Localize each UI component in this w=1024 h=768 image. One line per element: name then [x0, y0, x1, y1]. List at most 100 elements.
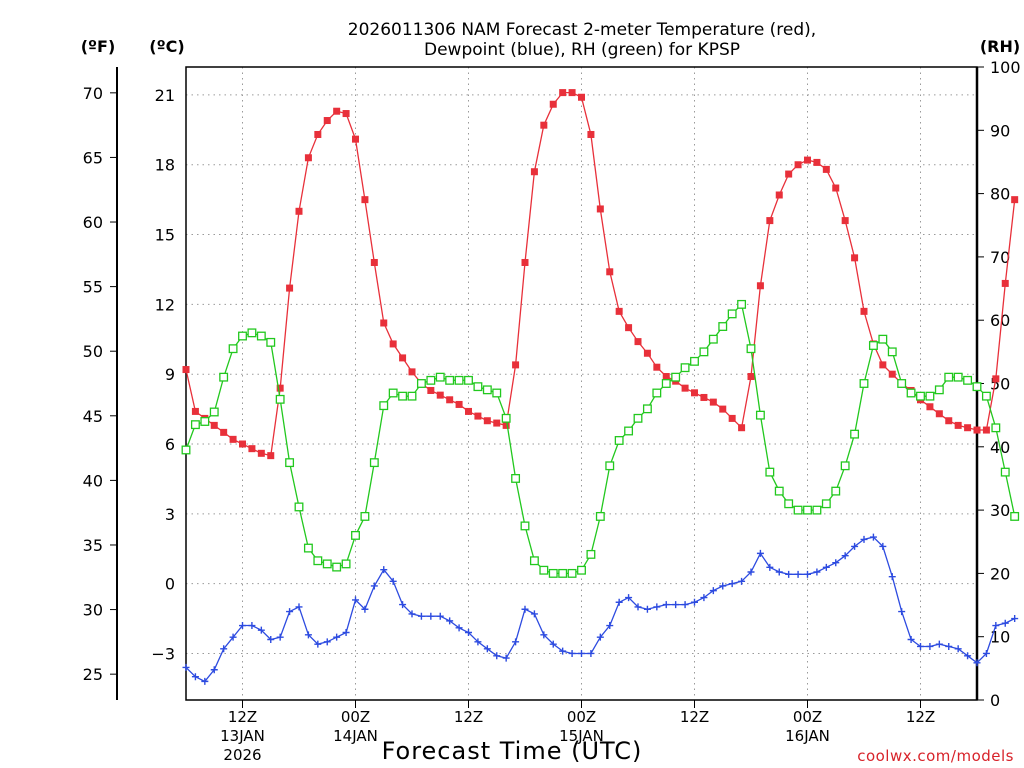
dewpoint-point: [832, 559, 840, 567]
temperature-point: [822, 165, 830, 173]
temperature-point: [549, 100, 557, 108]
dewpoint-point: [286, 608, 294, 616]
dewpoint-point: [191, 673, 199, 681]
rh-point: [605, 461, 615, 471]
dewpoint-point: [323, 638, 331, 646]
chart-title-line1: 2026011306 NAM Forecast 2-meter Temperat…: [348, 20, 816, 40]
temperature-point: [643, 349, 651, 357]
rh-point: [793, 505, 803, 515]
rh-point: [755, 410, 765, 420]
rh-point: [426, 375, 436, 385]
rh-point: [247, 328, 257, 338]
x-tick-label: 00Z: [341, 708, 370, 726]
dewpoint-point: [625, 594, 633, 602]
rh-point: [511, 473, 521, 483]
fahrenheit-tick-label: 60: [83, 213, 103, 232]
rh-point: [285, 458, 295, 468]
fahrenheit-tick-label: 30: [83, 601, 103, 620]
temperature-point: [1001, 279, 1009, 287]
rh-point: [916, 391, 925, 401]
temperature-point: [323, 117, 331, 125]
rh-tick-label: 70: [990, 248, 1010, 267]
rh-point: [294, 502, 304, 512]
x-tick-date: 13JAN: [220, 727, 265, 745]
temperature-point: [352, 135, 359, 143]
temperature-point: [182, 366, 190, 374]
fahrenheit-tick-label: 50: [83, 342, 103, 361]
dewpoint-point: [380, 566, 388, 574]
rh-point: [341, 559, 351, 569]
dewpoint-point: [559, 647, 567, 655]
rh-point: [200, 417, 210, 426]
rh-point: [501, 413, 511, 423]
fahrenheit-tick-label: 45: [83, 407, 103, 426]
rh-point: [737, 299, 747, 309]
rh-point: [671, 372, 681, 382]
rh-point: [360, 511, 370, 521]
temperature-point: [483, 417, 491, 425]
temperature-point: [606, 268, 614, 276]
temperature-point: [465, 407, 472, 415]
rh-point: [812, 505, 822, 515]
rh-point: [379, 401, 389, 411]
rh-point: [944, 372, 954, 382]
dewpoint-point: [568, 649, 576, 657]
temperature-point: [596, 205, 604, 213]
dewpoint-point: [201, 677, 209, 685]
dewpoint-point: [578, 649, 585, 657]
temperature-point: [455, 400, 463, 408]
temperature-point: [756, 282, 764, 290]
series-2-meter-temperature: [182, 89, 1019, 460]
x-tick-date: 16JAN: [785, 727, 830, 745]
rh-point: [577, 565, 586, 575]
rh-point: [859, 379, 869, 388]
temperature-point: [992, 375, 1000, 383]
dewpoint-point: [813, 568, 821, 576]
x-tick-label: 12Z: [680, 708, 709, 726]
rh-point: [906, 388, 916, 398]
temperature-point: [926, 403, 934, 411]
dewpoint-point: [465, 629, 472, 637]
rh-tick-label: 10: [990, 628, 1010, 647]
fahrenheit-axis-unit: (ºF): [81, 37, 116, 56]
dewpoint-point: [653, 603, 661, 611]
x-tick-label: 00Z: [793, 708, 822, 726]
dewpoint-point: [352, 596, 359, 604]
temperature-point: [775, 191, 783, 199]
temperature-point: [502, 421, 510, 429]
dewpoint-point: [295, 603, 303, 611]
temperature-point: [1011, 196, 1019, 204]
rh-point: [181, 445, 191, 455]
temperature-point: [210, 421, 218, 429]
dewpoint-point: [493, 652, 501, 660]
temperature-point: [333, 107, 341, 115]
rh-tick-label: 20: [990, 564, 1010, 583]
temperature-point: [681, 384, 689, 392]
dewpoint-point: [342, 629, 350, 637]
series-rh: [181, 299, 1020, 578]
temperature-point: [587, 130, 595, 138]
dewpoint-point: [634, 603, 642, 611]
series-dewpoint: [182, 533, 1019, 685]
dewpoint-point: [615, 598, 623, 606]
temperature-point: [662, 373, 670, 381]
temperature-point: [568, 89, 576, 97]
dewpoint-point: [446, 617, 454, 625]
temperature-point: [973, 426, 981, 434]
rh-point: [642, 404, 652, 414]
temperature-point: [832, 184, 840, 192]
temperature-point: [220, 428, 228, 436]
temperature-point: [304, 154, 312, 162]
rh-point: [464, 375, 473, 385]
temperature-point: [229, 435, 237, 443]
dewpoint-point: [785, 570, 793, 578]
dewpoint-point: [935, 640, 943, 648]
fahrenheit-tick-label: 55: [83, 278, 103, 297]
dewpoint-point: [408, 610, 416, 618]
dewpoint-point: [389, 577, 397, 585]
rh-point: [539, 565, 549, 575]
temperature-point: [879, 361, 887, 369]
rh-tick-label: 90: [990, 121, 1010, 140]
dewpoint-point: [483, 645, 491, 653]
rh-point: [520, 521, 530, 531]
